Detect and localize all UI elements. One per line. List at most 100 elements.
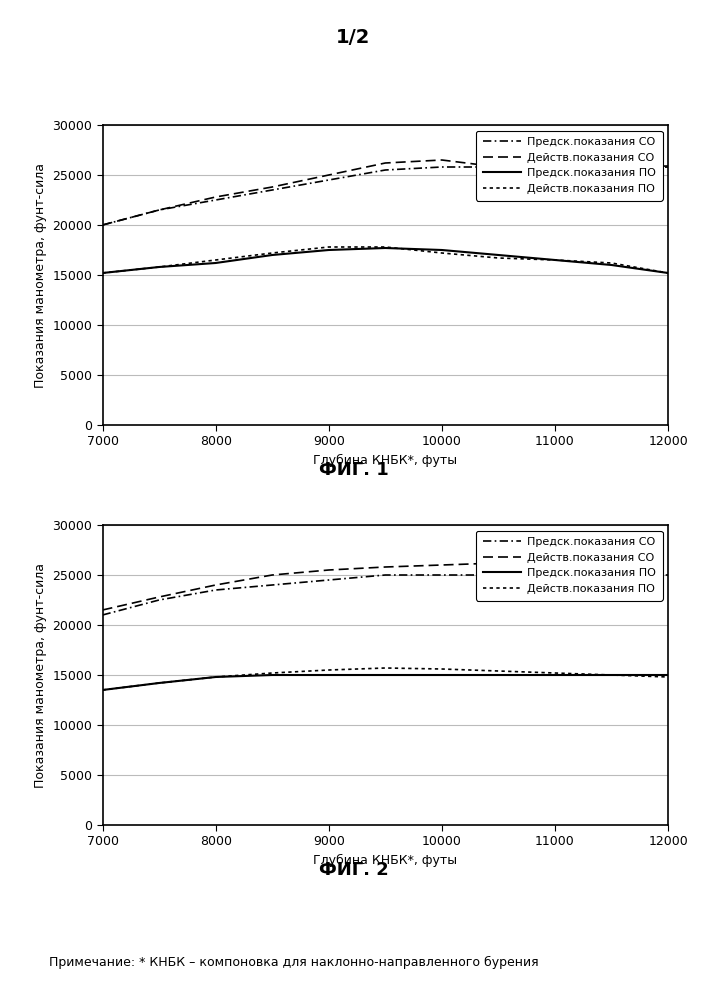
Действ.показания СО xyxy=(325,169,333,181)
Действ.показания ПО xyxy=(98,684,107,696)
Предск.показания СО xyxy=(607,569,616,581)
Line: Предск.показания ПО: Предск.показания ПО xyxy=(103,248,668,273)
Предск.показания СО xyxy=(325,174,333,186)
Действ.показания ПО xyxy=(98,267,107,279)
Действ.показания СО xyxy=(211,191,220,203)
Предск.показания ПО xyxy=(325,244,333,256)
Line: Действ.показания ПО: Действ.показания ПО xyxy=(103,247,668,273)
Предск.показания СО xyxy=(155,204,163,216)
Text: ФИГ. 1: ФИГ. 1 xyxy=(319,461,388,479)
Предск.показания ПО xyxy=(494,669,503,681)
Действ.показания СО xyxy=(211,579,220,591)
Действ.показания ПО xyxy=(551,667,559,679)
Предск.показания ПО xyxy=(155,677,163,689)
Предск.показания ПО xyxy=(664,669,672,681)
Предск.показания ПО xyxy=(325,669,333,681)
Предск.показания СО xyxy=(664,160,672,172)
Предск.показания СО xyxy=(211,584,220,596)
Y-axis label: Показания манометра, фунт-сила: Показания манометра, фунт-сила xyxy=(34,162,47,387)
Действ.показания СО xyxy=(494,557,503,569)
Legend: Предск.показания СО, Действ.показания СО, Предск.показания ПО, Действ.показания : Предск.показания СО, Действ.показания СО… xyxy=(476,531,662,601)
Действ.показания СО xyxy=(664,554,672,566)
Предск.показания ПО xyxy=(607,669,616,681)
Предск.показания ПО xyxy=(438,669,446,681)
Действ.показания СО xyxy=(268,569,276,581)
Предск.показания ПО xyxy=(268,249,276,261)
Предск.показания ПО xyxy=(155,261,163,273)
Предск.показания СО xyxy=(155,594,163,606)
Предск.показания ПО xyxy=(381,669,390,681)
Предск.показания СО xyxy=(381,164,390,176)
Действ.показания СО xyxy=(381,561,390,573)
Предск.показания СО xyxy=(494,161,503,173)
Действ.показания ПО xyxy=(211,254,220,266)
Предск.показания СО xyxy=(98,219,107,231)
Действ.показания СО xyxy=(551,556,559,568)
Действ.показания ПО xyxy=(211,671,220,683)
Text: ФИГ. 2: ФИГ. 2 xyxy=(319,861,388,879)
Предск.показания ПО xyxy=(607,259,616,271)
Предск.показания СО xyxy=(325,574,333,586)
Действ.показания СО xyxy=(268,181,276,193)
Действ.показания СО xyxy=(607,164,616,176)
Действ.показания СО xyxy=(438,154,446,166)
Действ.показания ПО xyxy=(438,247,446,259)
Line: Действ.показания СО: Действ.показания СО xyxy=(103,560,668,610)
Предск.показания СО xyxy=(551,569,559,581)
Line: Действ.показания ПО: Действ.показания ПО xyxy=(103,668,668,690)
Предск.показания СО xyxy=(607,161,616,173)
Предск.показания СО xyxy=(268,184,276,196)
Действ.показания СО xyxy=(607,555,616,567)
Legend: Предск.показания СО, Действ.показания СО, Предск.показания ПО, Действ.показания : Предск.показания СО, Действ.показания СО… xyxy=(476,131,662,201)
Действ.показания ПО xyxy=(325,664,333,676)
Предск.показания ПО xyxy=(494,249,503,261)
Действ.показания ПО xyxy=(664,671,672,683)
Text: Примечание: * КНБК – компоновка для наклонно-направленного бурения: Примечание: * КНБК – компоновка для накл… xyxy=(49,955,539,969)
Действ.показания СО xyxy=(494,161,503,173)
Действ.показания ПО xyxy=(155,261,163,273)
Действ.показания СО xyxy=(381,157,390,169)
Y-axis label: Показания манометра, фунт-сила: Показания манометра, фунт-сила xyxy=(34,562,47,788)
Действ.показания СО xyxy=(155,204,163,216)
Предск.показания СО xyxy=(98,609,107,621)
Действ.показания ПО xyxy=(607,257,616,269)
Действ.показания ПО xyxy=(268,667,276,679)
Действ.показания ПО xyxy=(381,241,390,253)
Line: Предск.показания СО: Предск.показания СО xyxy=(103,575,668,615)
Действ.показания ПО xyxy=(494,252,503,264)
Line: Предск.показания СО: Предск.показания СО xyxy=(103,166,668,225)
Действ.показания ПО xyxy=(268,247,276,259)
Предск.показания ПО xyxy=(211,671,220,683)
Действ.показания СО xyxy=(664,161,672,173)
Действ.показания СО xyxy=(98,219,107,231)
Предск.показания ПО xyxy=(438,244,446,256)
Действ.показания СО xyxy=(325,564,333,576)
Действ.показания ПО xyxy=(664,267,672,279)
Line: Действ.показания СО: Действ.показания СО xyxy=(103,160,668,225)
Предск.показания СО xyxy=(381,569,390,581)
Действ.показания СО xyxy=(155,591,163,603)
Предск.показания СО xyxy=(438,569,446,581)
Действ.показания ПО xyxy=(325,241,333,253)
X-axis label: Глубина КНБК*, футы: Глубина КНБК*, футы xyxy=(313,854,457,867)
Line: Предск.показания ПО: Предск.показания ПО xyxy=(103,675,668,690)
Предск.показания ПО xyxy=(98,684,107,696)
Предск.показания СО xyxy=(438,161,446,173)
Предск.показания ПО xyxy=(664,267,672,279)
Предск.показания ПО xyxy=(551,254,559,266)
Действ.показания ПО xyxy=(607,669,616,681)
Предск.показания ПО xyxy=(268,669,276,681)
Предск.показания ПО xyxy=(551,669,559,681)
Действ.показания СО xyxy=(98,604,107,616)
Действ.показания СО xyxy=(551,164,559,176)
Действ.показания ПО xyxy=(551,254,559,266)
Действ.показания ПО xyxy=(494,665,503,677)
Действ.показания СО xyxy=(438,559,446,571)
Предск.показания ПО xyxy=(211,257,220,269)
Предск.показания СО xyxy=(551,162,559,174)
Предск.показания СО xyxy=(494,569,503,581)
Предск.показания ПО xyxy=(381,242,390,254)
Text: 1/2: 1/2 xyxy=(337,28,370,47)
Предск.показания СО xyxy=(268,579,276,591)
Действ.показания ПО xyxy=(381,662,390,674)
